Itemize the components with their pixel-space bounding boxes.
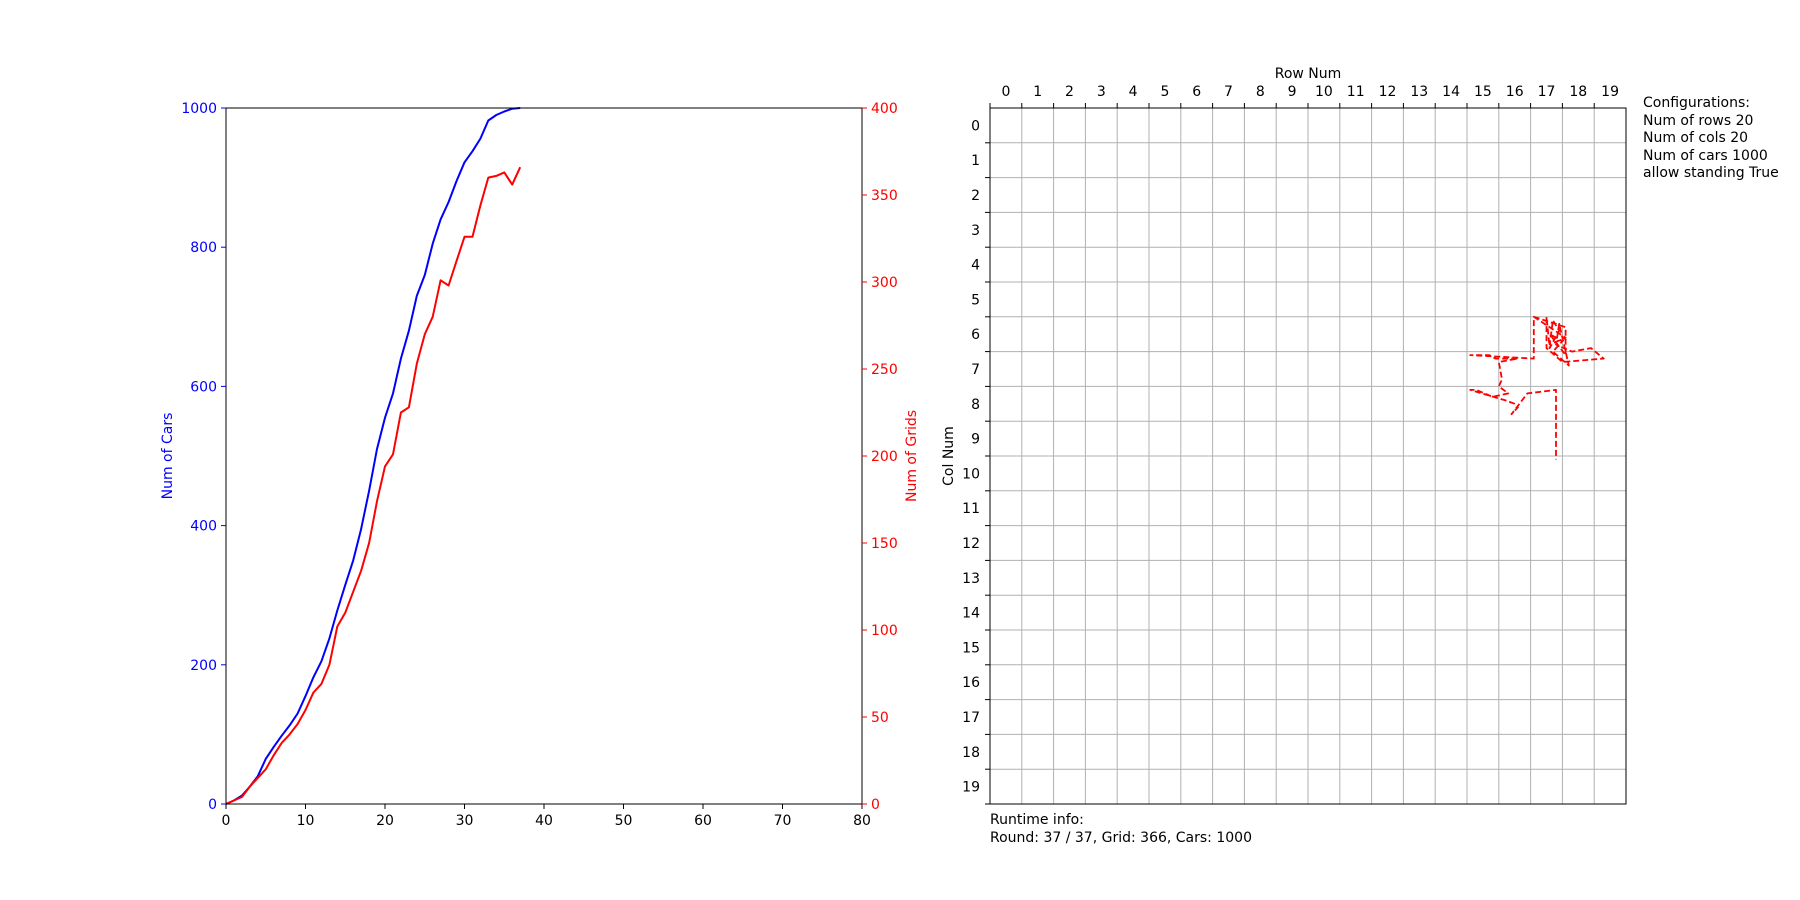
left-tick-label: 4 [971, 258, 980, 274]
top-tick-label: 7 [1224, 84, 1233, 100]
x-tick-label: 80 [853, 813, 871, 829]
y-right-tick-label: 200 [871, 449, 898, 465]
y-left-axis-label: Num of Cars [160, 413, 176, 500]
left-tick-label: 3 [971, 223, 980, 239]
top-tick-label: 1 [1033, 84, 1042, 100]
top-tick-label: 0 [1001, 84, 1010, 100]
left-tick-label: 9 [971, 432, 980, 448]
top-tick-label: 16 [1506, 84, 1524, 100]
y-right-tick-label: 150 [871, 536, 898, 552]
top-tick-label: 8 [1256, 84, 1265, 100]
x-tick-label: 40 [535, 813, 553, 829]
left-tick-label: 7 [971, 362, 980, 378]
top-tick-label: 6 [1192, 84, 1201, 100]
runtime-info-status: Round: 37 / 37, Grid: 366, Cars: 1000 [990, 830, 1252, 846]
top-tick-label: 14 [1442, 84, 1460, 100]
left-tick-label: 13 [962, 571, 980, 587]
top-tick-label: 11 [1347, 84, 1365, 100]
top-tick-label: 19 [1601, 84, 1619, 100]
y-right-tick-label: 350 [871, 188, 898, 204]
y-right-axis-label: Num of Grids [904, 410, 920, 502]
y-right-tick-label: 300 [871, 275, 898, 291]
top-tick-label: 13 [1410, 84, 1428, 100]
runtime-info: Runtime info: Round: 37 / 37, Grid: 366,… [990, 811, 1252, 847]
top-tick-label: 5 [1160, 84, 1169, 100]
left-tick-label: 14 [962, 606, 980, 622]
x-tick-label: 20 [376, 813, 394, 829]
y-left-tick-label: 600 [190, 379, 217, 395]
y-left-tick-label: 800 [190, 240, 217, 256]
x-tick-label: 30 [456, 813, 474, 829]
cars-grids-line-chart: 0 10 20 30 40 50 60 70 8002004006008001000050100… [160, 101, 920, 829]
grid-map-chart: 0 1 2 3 4 5 6 7 8 9 10 11 12 13 14 15 16 17 18 190123456789… [941, 66, 1627, 805]
y-right-tick-label: 0 [871, 797, 880, 813]
left-tick-label: 6 [971, 327, 980, 343]
top-tick-label: 2 [1065, 84, 1074, 100]
left-tick-label: 1 [971, 153, 980, 169]
left-tick-label: 16 [962, 675, 980, 691]
y-right-tick-label: 250 [871, 362, 898, 378]
y-axis-label: Col Num [941, 426, 957, 486]
configurations-panel: Configurations: Num of rows 20 Num of co… [1643, 95, 1779, 183]
left-tick-label: 15 [962, 640, 980, 656]
y-left-tick-label: 0 [208, 797, 217, 813]
config-cars: Num of cars 1000 [1643, 147, 1768, 164]
x-tick-label: 50 [615, 813, 633, 829]
x-tick-label: 0 [222, 813, 231, 829]
x-tick-label: 70 [774, 813, 792, 829]
left-tick-label: 10 [962, 466, 980, 482]
series-line-cars [225, 107, 521, 805]
left-tick-label: 12 [962, 536, 980, 552]
y-right-tick-label: 100 [871, 623, 898, 639]
car-path-line [1469, 315, 1605, 460]
y-right-tick-label: 400 [871, 101, 898, 117]
top-tick-label: 10 [1315, 84, 1333, 100]
left-tick-label: 19 [962, 780, 980, 796]
x-axis-label: Row Num [1275, 66, 1342, 82]
left-tick-label: 0 [971, 118, 980, 134]
config-standing: allow standing True [1643, 165, 1779, 181]
y-left-tick-label: 1000 [181, 101, 217, 117]
y-right-tick-label: 50 [871, 710, 889, 726]
left-tick-label: 18 [962, 745, 980, 761]
top-tick-label: 18 [1569, 84, 1587, 100]
left-tick-label: 2 [971, 188, 980, 204]
y-left-tick-label: 400 [190, 519, 217, 535]
left-tick-label: 11 [962, 501, 980, 517]
y-left-tick-label: 200 [190, 658, 217, 674]
top-tick-label: 12 [1379, 84, 1397, 100]
top-tick-label: 15 [1474, 84, 1492, 100]
left-tick-label: 5 [971, 292, 980, 308]
top-tick-label: 4 [1129, 84, 1138, 100]
left-tick-label: 8 [971, 397, 980, 413]
top-tick-label: 9 [1288, 84, 1297, 100]
top-tick-label: 17 [1538, 84, 1556, 100]
config-rows: Num of rows 20 [1643, 112, 1754, 129]
series-line-grids [225, 166, 522, 805]
x-tick-label: 60 [694, 813, 712, 829]
left-tick-label: 17 [962, 710, 980, 726]
runtime-info-title: Runtime info: [990, 812, 1084, 828]
config-cols: Num of cols 20 [1643, 130, 1749, 146]
plot-frame [225, 107, 863, 805]
x-tick-label: 10 [297, 813, 315, 829]
config-title: Configurations: [1643, 95, 1750, 111]
top-tick-label: 3 [1097, 84, 1106, 100]
